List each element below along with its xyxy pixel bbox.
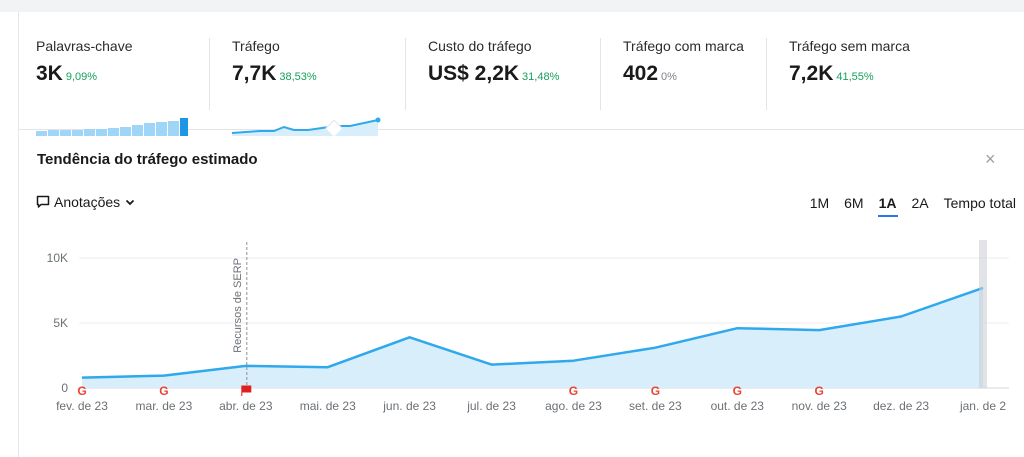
metric-label: Custo do tráfego [428, 38, 532, 54]
metric-divider [209, 38, 210, 110]
metric-label: Tráfego [232, 38, 280, 54]
tab-range-2a[interactable]: 2A [911, 195, 929, 211]
google-update-icon: G [77, 384, 86, 398]
close-icon[interactable]: × [985, 149, 996, 169]
y-tick-label: 0 [61, 381, 68, 395]
metric-divider [766, 38, 767, 110]
comment-icon [36, 195, 50, 208]
flag-icon [241, 385, 252, 396]
keywords-bar-sparkline [36, 118, 188, 136]
x-tick-label: out. de 23 [711, 399, 765, 413]
x-tick-label: fev. de 23 [56, 399, 108, 413]
metric-label: Tráfego com marca [623, 38, 744, 54]
google-update-icon: G [815, 384, 824, 398]
hover-band [979, 240, 987, 388]
traffic-area [82, 287, 983, 388]
tab-range-all-time[interactable]: Tempo total [943, 195, 1016, 211]
annotations-label: Anotações [54, 194, 121, 210]
traffic-card: Palavras-chave 3K 9,09% Tráfego 7,7 [18, 12, 1024, 457]
x-tick-label: jul. de 23 [466, 399, 516, 413]
tab-range-6m[interactable]: 6M [844, 195, 864, 211]
metric-divider [600, 38, 601, 110]
panel-title: Tendência do tráfego estimado [37, 151, 258, 168]
metric-branded-traffic[interactable]: Tráfego com marca 402 0% [623, 38, 763, 86]
annotation-marker-label: Recursos de SERP [232, 258, 244, 353]
x-tick-label: dez. de 23 [873, 399, 929, 413]
y-tick-label: 5K [53, 316, 68, 330]
tab-range-1m[interactable]: 1M [809, 195, 830, 211]
metric-keywords[interactable]: Palavras-chave 3K 9,09% [36, 38, 206, 136]
x-tick-label: jan. de 2 [959, 399, 1006, 413]
metric-nonbranded-traffic[interactable]: Tráfego sem marca 7,2K 41,55% [789, 38, 959, 86]
google-update-icon: G [569, 384, 578, 398]
metric-change: 38,53% [279, 71, 317, 83]
metric-value: 7,7K [232, 62, 277, 85]
google-update-icon: G [159, 384, 168, 398]
metric-change: 41,55% [836, 71, 874, 83]
top-band [0, 0, 1024, 12]
tab-range-1a[interactable]: 1A [877, 195, 898, 217]
google-update-icon: G [733, 384, 742, 398]
metric-label: Palavras-chave [36, 38, 133, 54]
metric-value: US$ 2,2K [428, 62, 520, 85]
x-tick-label: abr. de 23 [219, 399, 273, 413]
metric-change: 31,48% [522, 71, 560, 83]
x-tick-label: mai. de 23 [300, 399, 356, 413]
metric-traffic[interactable]: Tráfego 7,7K 38,53% [232, 38, 402, 136]
metric-value: 3K [36, 62, 63, 85]
x-tick-label: nov. de 23 [792, 399, 847, 413]
x-tick-label: ago. de 23 [545, 399, 602, 413]
chevron-down-icon [126, 199, 135, 206]
x-tick-label: jun. de 23 [382, 399, 436, 413]
traffic-line-sparkline [232, 117, 381, 136]
metric-change: 9,09% [65, 71, 98, 83]
metric-value: 402 [623, 62, 659, 85]
annotations-dropdown[interactable]: Anotações [36, 194, 136, 210]
metric-divider [405, 38, 406, 110]
metric-change: 0% [661, 71, 677, 83]
google-update-icon: G [651, 384, 660, 398]
metric-traffic-cost[interactable]: Custo do tráfego US$ 2,2K 31,48% [428, 38, 598, 86]
y-tick-label: 10K [47, 251, 68, 265]
time-range-tabs: 1M 6M 1A 2A Tempo total [810, 195, 1016, 217]
x-tick-label: set. de 23 [629, 399, 682, 413]
metric-label: Tráfego sem marca [789, 38, 910, 54]
x-tick-label: mar. de 23 [136, 399, 193, 413]
metrics-bar: Palavras-chave 3K 9,09% Tráfego 7,7 [19, 12, 1024, 136]
metric-value: 7,2K [789, 62, 834, 85]
traffic-line [81, 286, 984, 379]
